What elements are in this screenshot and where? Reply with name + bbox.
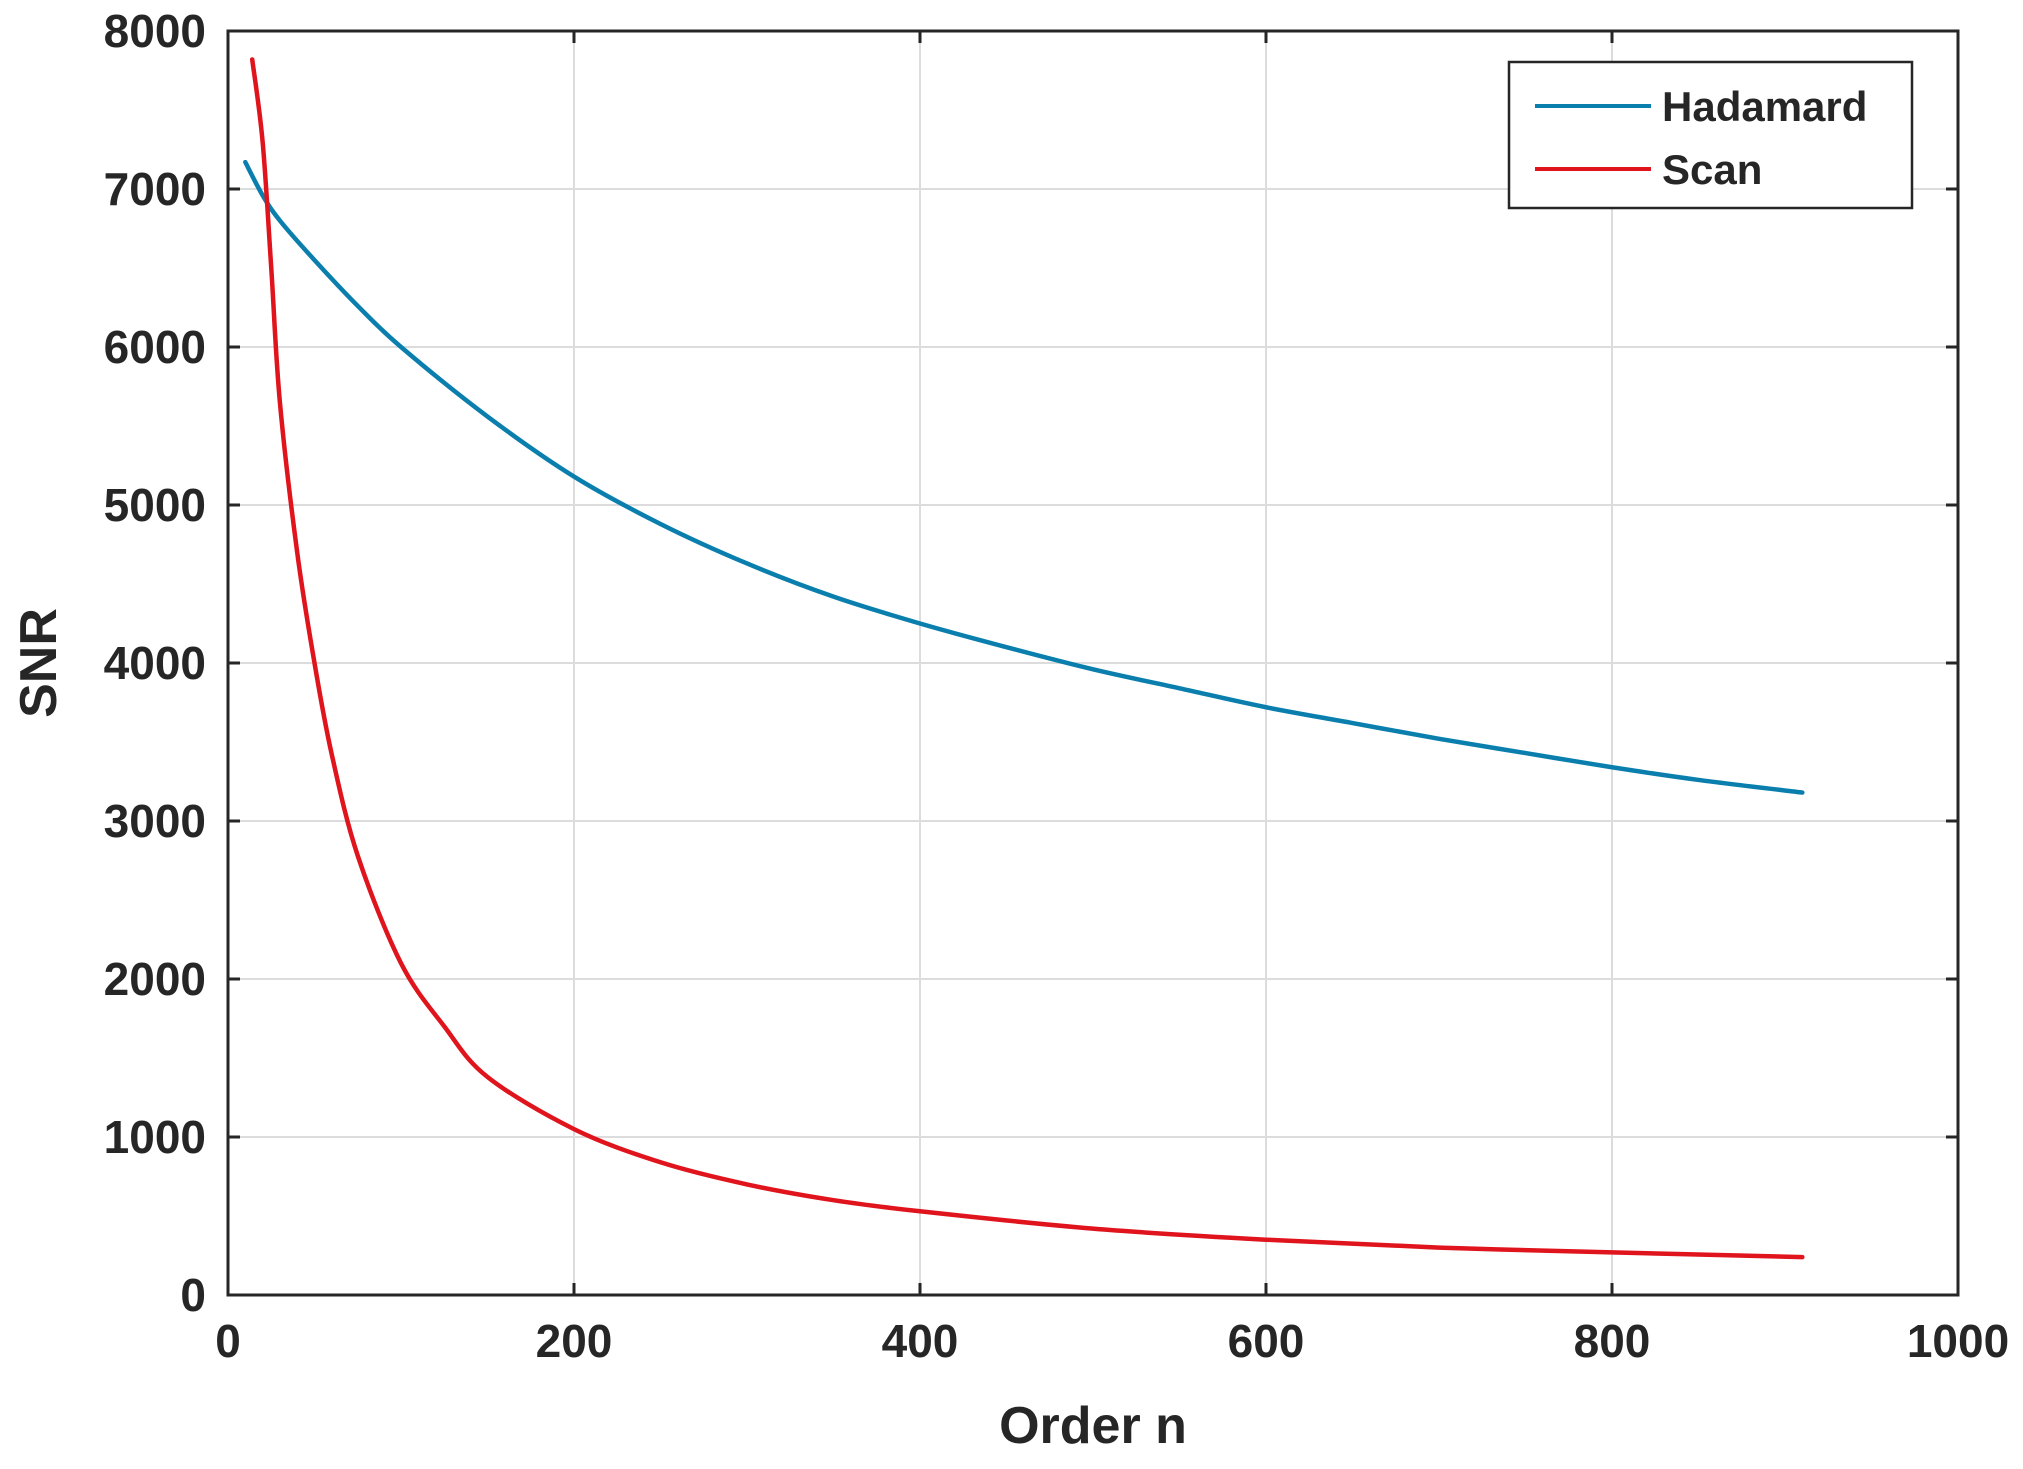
x-tick-label: 400 xyxy=(882,1315,959,1367)
legend-label-scan: Scan xyxy=(1662,146,1762,193)
series xyxy=(243,57,1805,1260)
legend-box xyxy=(1507,60,1914,210)
y-tick-label: 5000 xyxy=(104,479,206,531)
y-tick-label: 1000 xyxy=(104,1111,206,1163)
y-axis-title: SNR xyxy=(10,608,68,718)
x-tick-label: 800 xyxy=(1574,1315,1651,1367)
y-tick-label: 2000 xyxy=(104,953,206,1005)
y-tick-label: 0 xyxy=(180,1269,206,1321)
legend: Hadamard Scan xyxy=(1507,60,1914,210)
legend-label-hadamard: Hadamard xyxy=(1662,83,1867,130)
y-tick-label: 6000 xyxy=(104,321,206,373)
y-tick-label: 3000 xyxy=(104,795,206,847)
x-tick-label: 1000 xyxy=(1907,1315,2009,1367)
y-tick-label: 4000 xyxy=(104,637,206,689)
series-line-scan xyxy=(249,57,1805,1260)
x-axis-title: Order n xyxy=(999,1397,1187,1455)
y-tick-label: 7000 xyxy=(104,163,206,215)
x-tick-label: 200 xyxy=(536,1315,613,1367)
x-tick-label: 0 xyxy=(215,1315,241,1367)
x-tick-label: 600 xyxy=(1228,1315,1305,1367)
ticks: 0 200 400 600 800 1000 0 1000 2000 3000 4000 5000 60… xyxy=(104,5,2010,1367)
series-line-hadamard xyxy=(243,159,1805,795)
y-tick-label: 8000 xyxy=(104,5,206,57)
